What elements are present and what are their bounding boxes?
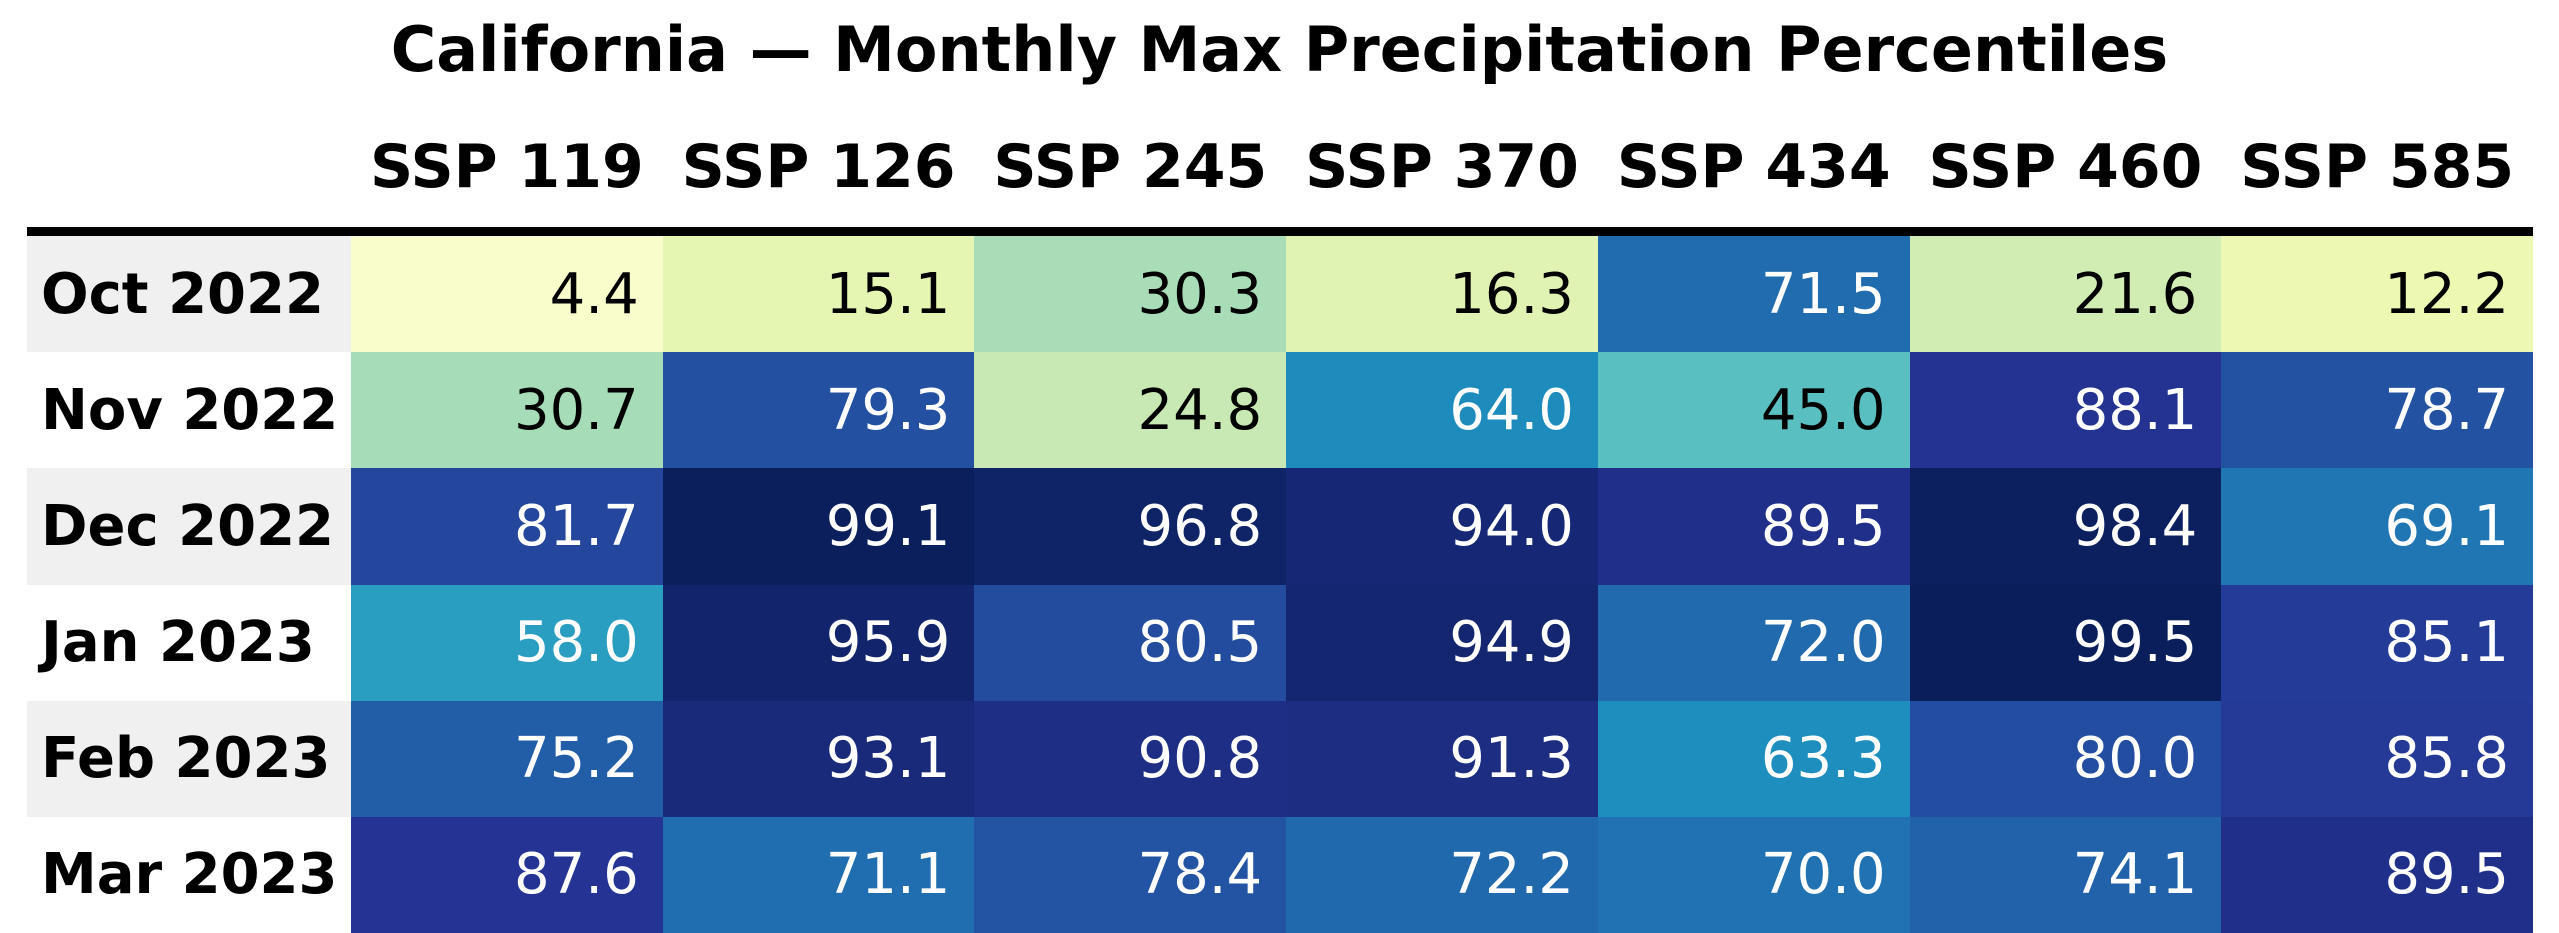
column-header: SSP 126 — [681, 132, 956, 202]
column-header: SSP 434 — [1616, 132, 1891, 202]
heatmap-cell: 71.1 — [662, 816, 975, 933]
heatmap-cell: 71.5 — [1597, 236, 1910, 353]
table-row: Jan 2023 58.0 95.9 80.5 94.9 72.0 99.5 85.1 — [27, 584, 2534, 701]
heatmap-cell: 95.9 — [662, 584, 975, 701]
heatmap-cell: 16.3 — [1286, 236, 1598, 353]
heatmap-cell: 64.0 — [1286, 352, 1598, 469]
heatmap-cell: 70.0 — [1597, 816, 1910, 933]
heatmap-cell: 30.3 — [974, 236, 1287, 353]
heatmap-cell: 98.4 — [1909, 468, 2222, 585]
heatmap-cell: 63.3 — [1597, 700, 1910, 817]
heatmap-cell: 45.0 — [1597, 352, 1910, 469]
heatmap-cell: 21.6 — [1909, 236, 2222, 353]
column-header: SSP 585 — [2240, 132, 2515, 202]
heatmap-cell: 78.4 — [974, 816, 1287, 933]
table-row: Oct 2022 4.4 15.1 30.3 16.3 71.5 21.6 12.2 — [27, 236, 2534, 353]
heatmap-cell: 96.8 — [974, 468, 1287, 585]
heatmap-cell: 12.2 — [2221, 236, 2534, 353]
heatmap-cell: 90.8 — [974, 700, 1287, 817]
heatmap-cell: 85.1 — [2221, 584, 2534, 701]
heatmap-cell: 93.1 — [662, 700, 975, 817]
heatmap-cell: 4.4 — [351, 236, 663, 353]
header-rule — [27, 227, 2533, 236]
heatmap-cell: 80.0 — [1909, 700, 2222, 817]
heatmap-cell: 89.5 — [1597, 468, 1910, 585]
column-header: SSP 370 — [1305, 132, 1579, 202]
heatmap-cell: 94.0 — [1286, 468, 1598, 585]
heatmap-cell: 72.0 — [1597, 584, 1910, 701]
row-label: Mar 2023 — [27, 816, 351, 933]
column-header: SSP 119 — [369, 132, 644, 202]
heatmap-cell: 91.3 — [1286, 700, 1598, 817]
row-label: Jan 2023 — [27, 584, 351, 701]
heatmap-cell: 15.1 — [662, 236, 975, 353]
row-label: Dec 2022 — [27, 468, 351, 585]
heatmap-cell: 99.1 — [662, 468, 975, 585]
table-row: Nov 2022 30.7 79.3 24.8 64.0 45.0 88.1 78.7 — [27, 352, 2534, 469]
heatmap-cell: 58.0 — [351, 584, 663, 701]
heatmap-cell: 80.5 — [974, 584, 1287, 701]
heatmap-cell: 94.9 — [1286, 584, 1598, 701]
heatmap-cell: 24.8 — [974, 352, 1287, 469]
heatmap-cell: 30.7 — [351, 352, 663, 469]
heatmap-grid: Oct 2022 4.4 15.1 30.3 16.3 71.5 21.6 12.2 Nov 2… — [27, 236, 2534, 933]
row-label: Feb 2023 — [27, 700, 351, 817]
column-headers: SSP 119 SSP 126 SSP 245 SSP 370 SSP 434 SSP 4… — [351, 132, 2533, 202]
heatmap-cell: 81.7 — [351, 468, 663, 585]
heatmap-cell: 88.1 — [1909, 352, 2222, 469]
row-label: Oct 2022 — [27, 236, 351, 353]
column-header: SSP 460 — [1928, 132, 2203, 202]
heatmap-cell: 78.7 — [2221, 352, 2534, 469]
heatmap-cell: 87.6 — [351, 816, 663, 933]
table-row: Mar 2023 87.6 71.1 78.4 72.2 70.0 74.1 89.5 — [27, 816, 2534, 933]
heatmap-cell: 79.3 — [662, 352, 975, 469]
heatmap-cell: 74.1 — [1909, 816, 2222, 933]
heatmap-cell: 69.1 — [2221, 468, 2534, 585]
row-label: Nov 2022 — [27, 352, 351, 469]
table-row: Dec 2022 81.7 99.1 96.8 94.0 89.5 98.4 69.1 — [27, 468, 2534, 585]
column-header: SSP 245 — [993, 132, 1268, 202]
heatmap-cell: 89.5 — [2221, 816, 2534, 933]
heatmap-cell: 75.2 — [351, 700, 663, 817]
heatmap-cell: 72.2 — [1286, 816, 1598, 933]
heatmap-cell: 85.8 — [2221, 700, 2534, 817]
chart-title: California — Monthly Max Precipitation P… — [390, 13, 2169, 86]
table-row: Feb 2023 75.2 93.1 90.8 91.3 63.3 80.0 85.8 — [27, 700, 2534, 817]
heatmap-cell: 99.5 — [1909, 584, 2222, 701]
